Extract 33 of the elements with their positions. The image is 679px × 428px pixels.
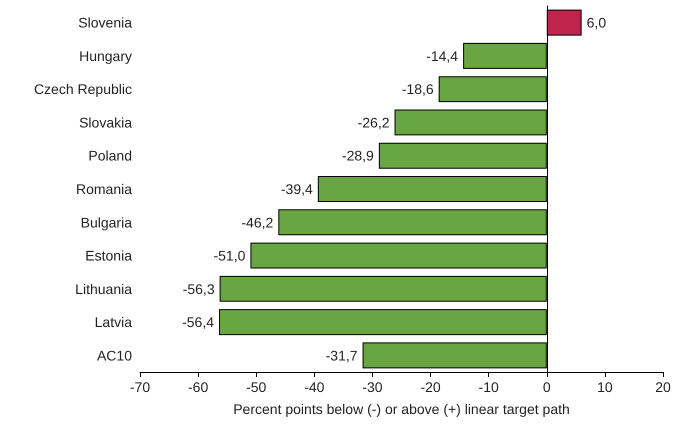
y-tick-label: Bulgaria <box>80 214 132 230</box>
y-tick-label: Latvia <box>94 314 132 330</box>
y-tick-label: Czech Republic <box>34 81 132 98</box>
y-tick-label: Lithuania <box>75 280 132 297</box>
data-label: -51,0 <box>213 248 246 264</box>
y-tick-label: Slovakia <box>79 114 132 130</box>
x-tick-label: 0 <box>542 379 551 395</box>
x-tick-label: -50 <box>246 379 267 395</box>
x-tick-label: -20 <box>420 379 441 395</box>
x-tick-label: -10 <box>478 379 499 395</box>
data-label: -18,6 <box>402 81 434 98</box>
x-tick-label: -70 <box>130 379 150 395</box>
x-tick-label: -30 <box>362 379 383 395</box>
x-tick-label: 20 <box>655 379 671 395</box>
y-tick-label: Hungary <box>79 48 132 64</box>
x-tick-label: -60 <box>188 379 208 395</box>
data-label: -14,4 <box>426 48 458 64</box>
y-tick-label: Romania <box>76 181 132 197</box>
x-axis-title: Percent points below (-) or above (+) linear target path <box>233 401 570 417</box>
data-label: -28,9 <box>342 148 374 164</box>
data-label: -39,4 <box>280 181 314 197</box>
x-tick-label: -40 <box>304 379 325 395</box>
data-label: -26,2 <box>358 114 390 130</box>
y-tick-label: AC10 <box>96 347 132 364</box>
data-label: 6,0 <box>586 14 606 31</box>
data-label: -56,3 <box>182 280 215 297</box>
y-tick-label: Estonia <box>85 248 132 264</box>
y-tick-label: Slovenia <box>78 14 132 31</box>
x-tick-label: 10 <box>597 379 613 395</box>
data-label: -31,7 <box>326 347 358 364</box>
y-tick-label: Poland <box>88 148 132 164</box>
data-label: -46,2 <box>241 214 274 230</box>
data-label: -56,4 <box>182 314 214 330</box>
